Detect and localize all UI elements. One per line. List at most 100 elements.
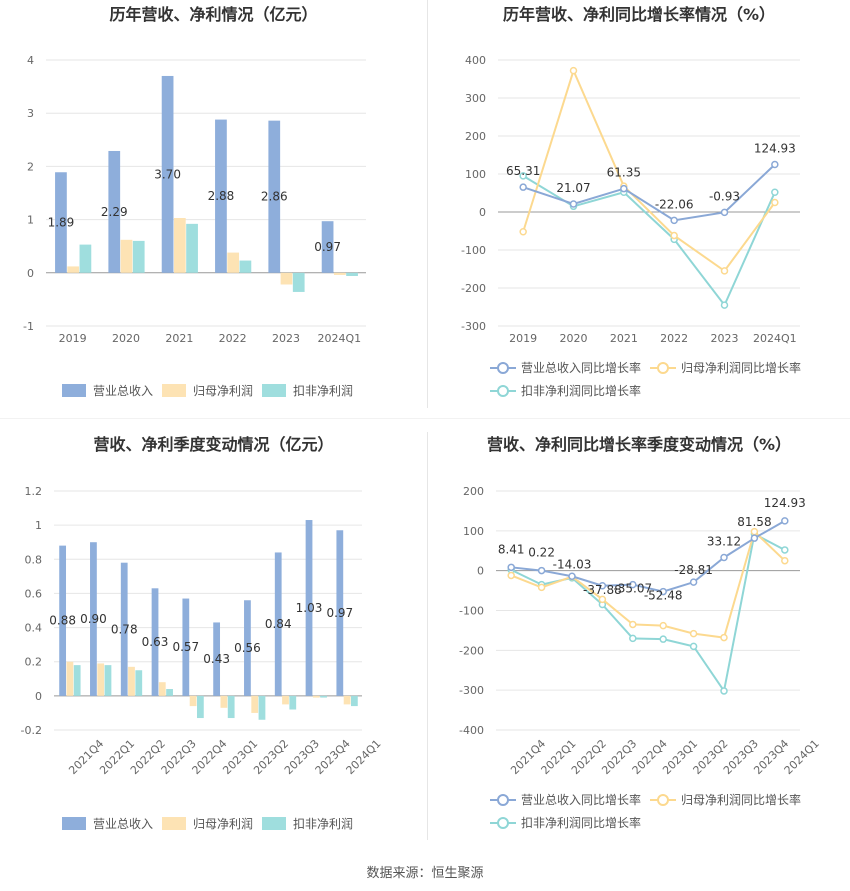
data-label: -14.03 [553,557,592,571]
bar [59,545,67,696]
y-tick-label: 0 [479,206,486,219]
data-point [720,553,728,562]
data-point [519,228,527,236]
data-point [568,572,576,581]
legend-label: 归母净利润 [193,817,253,831]
data-point [670,231,678,240]
x-tick-label: 2023 [272,332,300,345]
y-tick-label: -100 [461,244,486,257]
data-point [537,566,546,575]
data-label: 0.56 [234,641,261,655]
data-label: 61.35 [607,166,641,180]
y-tick-label: 300 [465,92,486,105]
x-tick-label: 2019 [59,332,87,345]
legend-marker [497,385,509,397]
data-label: 0.88 [49,614,76,628]
bar [215,119,227,273]
data-point [781,556,789,565]
chart-annual-revenue-profit: 历年营收、净利情况（亿元） -1 0 1 2 3 4 1.89 2019 2.29 2020 3.70… [23,5,366,398]
data-label: 3.70 [154,167,181,181]
bar [321,221,334,273]
bar [161,75,174,273]
data-source-note: 数据来源：恒生聚源 [366,866,484,881]
data-label: 0.57 [172,640,199,654]
data-label: 65.31 [506,164,540,178]
data-point [750,534,759,542]
data-point [659,621,667,630]
x-tick-label: 2021 [610,332,638,345]
y-tick-label: -400 [459,724,484,737]
bar [186,223,198,273]
y-tick-label: -1 [23,320,34,333]
data-label: 0.84 [265,617,292,631]
data-label: 0.97 [314,240,341,254]
chart-quarterly-revenue-profit: 营收、净利季度变动情况（亿元） -0.2 0 0.2 0.4 0.6 0.8 1 1.2 0.88… [21,435,384,831]
data-label: 2.29 [101,205,128,219]
y-tick-label: 0 [27,267,34,280]
bar [292,272,305,292]
legend-label: 营业总收入同比增长率 [521,360,641,375]
data-point [689,629,698,638]
legend-label: 营业总收入同比增长率 [521,792,641,807]
bar [104,665,112,696]
data-label: 1.89 [48,216,75,230]
data-point [569,200,578,208]
bar [305,520,313,696]
bar [220,695,228,708]
y-tick-label: 100 [463,525,484,538]
divider [427,0,428,408]
divider [427,432,428,840]
data-point [659,635,667,643]
y-tick-label: 1 [35,519,42,532]
y-tick-label: 0.2 [25,656,43,669]
series-line [522,67,776,273]
bar [79,244,92,273]
data-label: -28.81 [674,563,713,577]
divider [0,418,850,419]
series-line [511,520,786,593]
x-tick-label: 2020 [112,332,140,345]
data-label: 0.63 [142,635,169,649]
data-point [598,595,607,604]
data-point [771,198,779,207]
data-label: 0.90 [80,612,107,626]
chart-title: 历年营收、净利同比增长率情况（%） [503,5,775,24]
data-point [720,633,728,642]
data-point [689,578,698,586]
data-label: 8.41 [498,542,525,556]
data-point [720,301,729,309]
series-line [510,529,786,639]
legend-marker [657,794,669,806]
y-tick-label: 1.2 [25,485,43,498]
y-tick-label: -200 [461,282,486,295]
bar [289,695,297,710]
bar [258,695,266,720]
y-tick-label: 0 [35,690,42,703]
data-point [537,583,546,592]
legend-swatch [62,384,86,397]
bar [336,530,344,696]
bar [350,695,358,707]
data-label: 21.07 [556,181,590,195]
bar [173,218,186,273]
bar [120,562,128,696]
legend-swatch [262,817,286,830]
data-point [569,66,578,75]
bar [268,120,281,273]
data-point [720,208,729,217]
data-label: 0.43 [203,652,230,666]
data-point [519,183,527,191]
legend-swatch [162,384,186,397]
x-tick-label: 2022 [660,332,688,345]
legend-label: 归母净利润同比增长率 [681,792,801,807]
legend-label: 扣非净利润同比增长率 [521,383,641,398]
bar [320,695,327,698]
y-tick-label: 4 [27,54,34,67]
data-label: -0.93 [709,189,740,203]
y-tick-label: 400 [465,54,486,67]
legend-label: 归母净利润同比增长率 [681,360,801,375]
bar [196,695,204,719]
legend-label: 扣非净利润同比增长率 [521,815,641,830]
x-tick-label: 2022 [219,332,247,345]
data-point [507,571,515,580]
